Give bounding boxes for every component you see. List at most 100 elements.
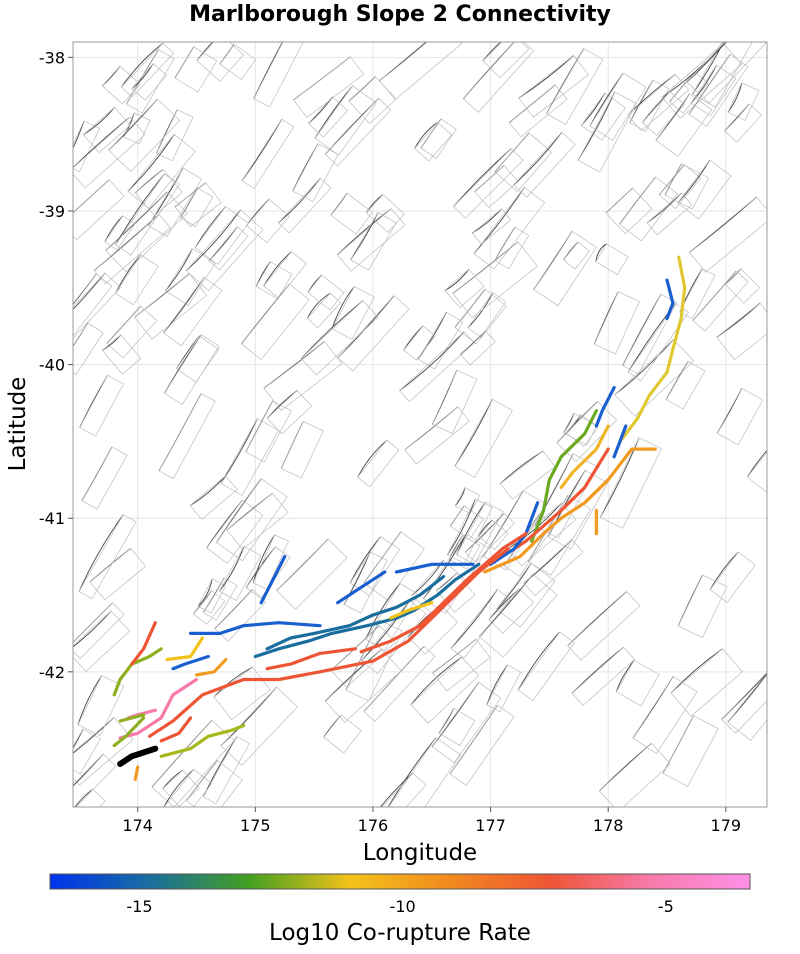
background-fault-trace (104, 215, 124, 242)
background-fault-surface (632, 675, 698, 754)
background-fault-surface (546, 48, 604, 125)
background-fault-trace (456, 501, 486, 555)
background-fault-surface (478, 519, 509, 550)
background-fault-trace (513, 131, 563, 186)
background-fault-surface (245, 400, 292, 463)
background-fault-surface (104, 215, 136, 251)
background-fault-surface (467, 292, 507, 338)
background-fault-trace (387, 737, 437, 807)
y-tick-label: -42 (39, 663, 65, 682)
background-fault-surface (73, 179, 125, 241)
background-fault-surface (449, 505, 484, 540)
background-fault-trace (580, 92, 606, 126)
background-fault-surface (163, 768, 213, 807)
highlighted-fault-30 (159, 724, 246, 758)
background-fault-surface (214, 588, 266, 642)
background-fault-surface (454, 487, 481, 515)
background-fault-surface (629, 79, 670, 132)
background-fault-surface (81, 446, 128, 510)
background-fault-surface (219, 43, 257, 80)
background-fault-surface (307, 274, 345, 311)
background-fault-surface (431, 681, 502, 764)
background-fault-surface (473, 186, 546, 270)
background-fault-trace (263, 251, 292, 287)
highlighted-fault-7 (483, 447, 657, 574)
background-fault-surface (89, 547, 146, 601)
background-fault-trace (414, 122, 438, 149)
background-fault-surface (197, 578, 226, 614)
highlighted-fault-18 (189, 621, 322, 635)
background-fault-trace (300, 300, 364, 359)
background-fault-surface (641, 91, 685, 136)
background-fault-surface (388, 737, 462, 807)
background-fault-surface (724, 268, 760, 304)
x-tick-label: 176 (358, 816, 389, 835)
background-fault-trace (410, 656, 462, 706)
background-fault-surface (213, 666, 271, 721)
background-fault-surface (677, 574, 728, 639)
background-fault-trace (121, 42, 164, 88)
background-fault-surface (450, 588, 511, 659)
background-fault-surface (246, 198, 290, 244)
background-fault-surface (147, 167, 203, 238)
background-fault-surface (523, 539, 584, 597)
background-fault-trace (361, 600, 410, 662)
background-fault-surface (571, 646, 635, 706)
background-fault-surface (73, 116, 146, 189)
background-fault-trace (365, 583, 401, 640)
background-fault-surface (518, 55, 589, 118)
background-fault-surface (336, 208, 406, 272)
background-fault-surface (513, 131, 576, 198)
background-fault-surface (456, 501, 504, 565)
background-fault-trace (194, 206, 227, 248)
background-fault-surface (292, 143, 339, 203)
highlighted-fault-3 (530, 409, 598, 543)
background-fault-surface (179, 187, 214, 228)
background-fault-surface (163, 334, 220, 405)
background-fault-surface (462, 42, 535, 113)
background-fault-trace (447, 498, 476, 556)
background-fault-trace (454, 487, 466, 507)
background-fault-trace (471, 208, 502, 234)
background-fault-surface (454, 288, 507, 345)
background-fault-surface (79, 374, 125, 437)
background-fault-trace (417, 311, 447, 360)
background-fault-surface (471, 208, 512, 245)
highlighted-fault-6 (612, 424, 628, 459)
background-fault-surface (655, 93, 713, 157)
background-fault-surface (665, 360, 706, 410)
background-fault-surface (727, 82, 760, 121)
highlighted-fault-12 (253, 562, 481, 659)
background-fault-surface (120, 42, 175, 98)
x-tick-label: 174 (122, 816, 153, 835)
background-fault-surface (403, 325, 436, 361)
background-fault-surface (330, 624, 396, 688)
background-fault-trace (365, 194, 384, 214)
background-fault-surface (263, 251, 307, 299)
background-fault-surface (444, 268, 485, 309)
background-fault-trace (115, 254, 142, 294)
background-fault-trace (115, 173, 165, 245)
background-fault-trace (73, 272, 106, 311)
highlighted-fault-10 (359, 532, 528, 654)
background-fault-surface (577, 91, 637, 173)
background-fault-surface (323, 714, 362, 754)
background-fault-surface (220, 686, 298, 766)
background-fault-surface (276, 538, 348, 610)
background-fault-surface (670, 648, 743, 717)
background-fault-surface (216, 478, 288, 562)
background-fault-surface (115, 173, 181, 256)
background-fault-surface (452, 241, 538, 319)
background-fault-surface (162, 769, 200, 807)
background-fault-surface (453, 148, 524, 219)
highlighted-fault-17 (389, 601, 434, 620)
background-fault-surface (115, 254, 159, 306)
highlighted-fault-20 (171, 654, 210, 671)
background-fault-surface (482, 42, 530, 79)
background-fault-trace (307, 292, 331, 319)
background-fault-surface (360, 600, 427, 675)
background-fault-trace (165, 248, 193, 292)
background-fault-surface (605, 187, 653, 235)
background-fault-surface (253, 42, 304, 108)
